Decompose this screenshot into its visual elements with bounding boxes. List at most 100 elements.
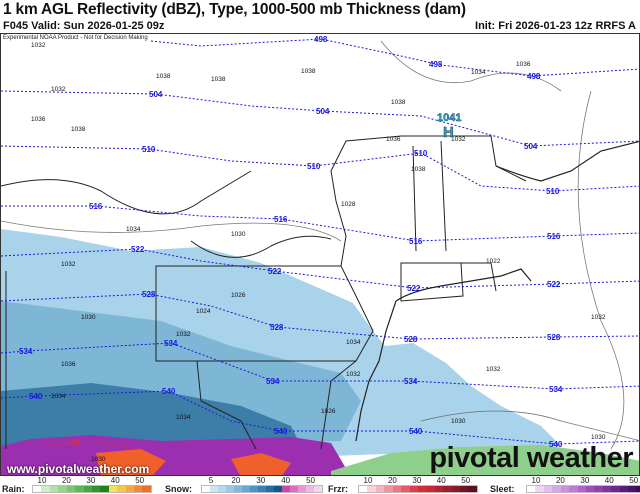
thickness-label: 534: [164, 339, 178, 348]
pressure-label: 1030: [231, 231, 246, 238]
colorbar-tick: 10: [37, 476, 47, 485]
colorbar-swatch: [125, 486, 135, 492]
colorbar-tick: 20: [555, 476, 565, 485]
snow-dark-area: [1, 383, 301, 449]
colorbar-swatch: [83, 486, 92, 492]
colorbar-tick: 40: [436, 476, 446, 485]
map-canvas: 498 498 498 504 504 504 510 510 510 510 516 516 516 5…: [1, 35, 639, 475]
pressure-label: 1030: [591, 434, 606, 441]
colorbar-tick: 50: [135, 476, 145, 485]
colorbar-swatch: [426, 486, 435, 492]
colorbar-swatch: [392, 486, 402, 492]
thickness-label: 522: [547, 280, 561, 289]
thickness-label: 510: [414, 149, 428, 158]
colorbar-swatch: [585, 486, 595, 492]
pressure-label: 1034: [51, 393, 66, 400]
colorbar-swatch: [468, 486, 477, 492]
high-pressure-marker: H: [443, 124, 454, 141]
thickness-label: 516: [89, 202, 103, 211]
colorbar-sleet: Sleet: 10 20 30 40 50: [490, 476, 640, 494]
colorbar-tick: 20: [387, 476, 397, 485]
colorbar-swatch: [577, 486, 586, 492]
colorbar-tick: 30: [86, 476, 96, 485]
colorbar-swatch: [460, 486, 469, 492]
rain-heavy-area: [96, 449, 291, 475]
colorbar-swatch: [611, 486, 620, 492]
colorbar-swatch: [134, 486, 143, 492]
colorbar-frzr: Frzr: 10 20 30 40 50: [328, 476, 478, 494]
colorbar-swatch: [290, 486, 298, 492]
thickness-contour: [1, 90, 639, 147]
pressure-label: 1038: [156, 73, 171, 80]
forecast-map[interactable]: 498 498 498 504 504 504 510 510 510 510 516 516 516 5…: [0, 33, 640, 476]
pressure-label: 1038: [301, 68, 316, 75]
thickness-label: 504: [149, 90, 163, 99]
rain-light-area: [331, 445, 639, 475]
thickness-label: 528: [547, 333, 561, 342]
thickness-label: 534: [19, 347, 33, 356]
thickness-contour: [1, 205, 639, 242]
colorbar-swatch: [108, 486, 118, 492]
pressure-label: 1024: [196, 308, 211, 315]
brand-logo: pivotal weather: [429, 442, 633, 474]
pressure-label: 1036: [386, 136, 401, 143]
colorbar-swatch: [282, 486, 290, 492]
colorbar-swatch: [75, 486, 84, 492]
colorbar-tick: 10: [363, 476, 373, 485]
thickness-label: 504: [524, 142, 538, 151]
colorbar-label: Rain:: [2, 484, 25, 494]
colorbar-swatch: [417, 486, 427, 492]
pressure-label: 1032: [51, 86, 66, 93]
colorbar-swatch: [66, 486, 76, 492]
colorbar-swatch: [242, 486, 250, 492]
pressure-label: 1034: [346, 339, 361, 346]
colorbar-swatch: [250, 486, 258, 492]
colorbar-swatch: [560, 486, 570, 492]
colorbar-swatch: [619, 486, 629, 492]
colorbar-swatch: [375, 486, 385, 492]
colorbar-swatch: [33, 486, 42, 492]
colorbar-label: Frzr:: [328, 484, 348, 494]
pressure-label: 1034: [471, 69, 486, 76]
colorbar-tick: 5: [208, 476, 214, 485]
colorbar-tick: 30: [580, 476, 590, 485]
colorbar-tick: 30: [256, 476, 266, 485]
colorbar-swatch: [594, 486, 603, 492]
colorbar-swatch: [117, 486, 126, 492]
site-url[interactable]: www.pivotalweather.com: [7, 462, 150, 476]
pressure-label: 1038: [411, 166, 426, 173]
init-time: Init: Fri 2026-01-23 12z RRFS A: [475, 20, 636, 32]
pressure-label: 1030: [91, 456, 106, 463]
thickness-label: 504: [316, 107, 330, 116]
thickness-label: 510: [142, 145, 156, 154]
pressure-label: 1032: [61, 261, 76, 268]
colorbar-swatch: [258, 486, 266, 492]
colorbar-swatch: [628, 486, 637, 492]
map-title: 1 km AGL Reflectivity (dBZ), Type, 1000-…: [3, 1, 466, 18]
thickness-label: 540: [274, 427, 288, 436]
pressure-label: 1032: [591, 314, 606, 321]
thickness-contour: [1, 248, 639, 289]
colorbar-swatch: [527, 486, 536, 492]
colorbar-swatch: [359, 486, 368, 492]
thickness-label: 534: [549, 385, 563, 394]
thickness-contour: [1, 145, 639, 192]
thickness-label: 534: [404, 377, 418, 386]
pressure-label: 1026: [231, 292, 246, 299]
disclaimer: Experimental NOAA Product - Not for Deci…: [3, 35, 148, 41]
thickness-label: 522: [268, 267, 282, 276]
colorbar-tick: 30: [412, 476, 422, 485]
thickness-contours: [1, 38, 639, 450]
colorbar-swatch: [226, 486, 234, 492]
colorbar-rain: Rain: 10 20 30 40 50: [2, 476, 152, 494]
colorbar-tick: 10: [531, 476, 541, 485]
colorbar-swatch: [535, 486, 544, 492]
pressure-label: 1032: [346, 371, 361, 378]
thickness-contour: [150, 38, 639, 77]
pressure-label: 1030: [81, 314, 96, 321]
thickness-label: 528: [270, 323, 284, 332]
colorbar-swatch: [409, 486, 418, 492]
pressure-label: 1036: [31, 116, 46, 123]
pressure-label: 1034: [126, 226, 141, 233]
colorbar-swatch: [443, 486, 452, 492]
